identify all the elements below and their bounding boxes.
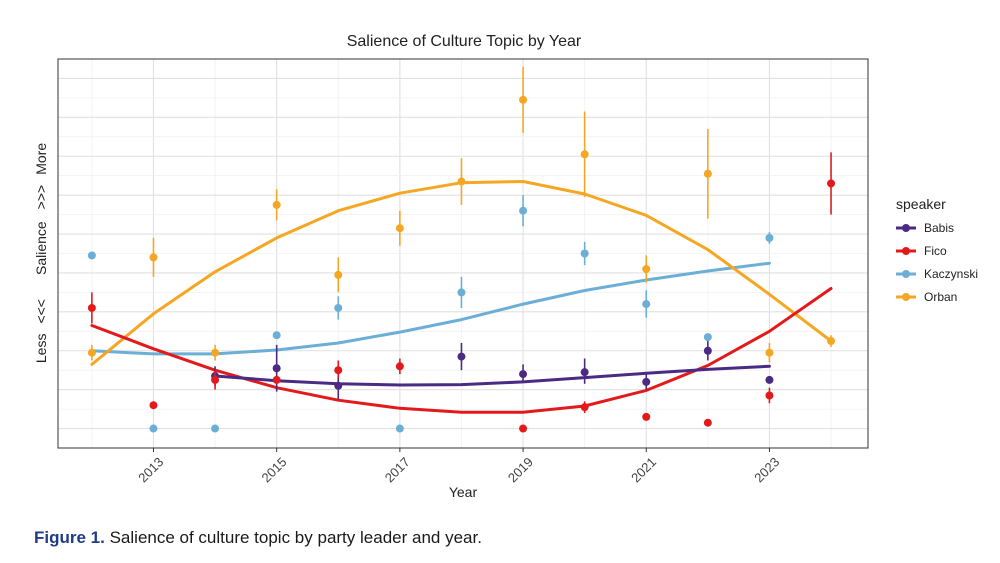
point-orban <box>87 348 96 357</box>
point-orban <box>395 224 404 233</box>
point-kaczynski <box>334 303 343 312</box>
legend-marker-kaczynski <box>902 270 910 278</box>
point-kaczynski <box>87 251 96 260</box>
point-fico <box>642 412 651 421</box>
point-orban <box>765 348 774 357</box>
point-fico <box>87 303 96 312</box>
y-label-less: Less <box>33 334 49 364</box>
point-kaczynski <box>457 288 466 297</box>
point-kaczynski <box>703 333 712 342</box>
point-fico <box>272 375 281 384</box>
legend-label-fico: Fico <box>924 244 947 258</box>
chart-title: Salience of Culture Topic by Year <box>347 33 582 50</box>
point-orban <box>334 270 343 279</box>
legend-marker-fico <box>902 247 910 255</box>
point-babis <box>642 377 651 386</box>
point-orban <box>211 348 220 357</box>
point-orban <box>272 200 281 209</box>
y-label-arrow-right: >>> <box>33 185 49 210</box>
y-label-arrow-left: <<< <box>33 299 49 324</box>
x-axis: 2013 2015 2017 2019 2021 2023 <box>135 448 782 485</box>
point-babis <box>703 346 712 355</box>
legend-marker-babis <box>902 224 910 232</box>
point-fico <box>211 375 220 384</box>
y-axis-label-text: Less <<< Salience >>> More <box>33 143 49 363</box>
legend-label-orban: Orban <box>924 290 957 304</box>
grid <box>58 59 868 448</box>
point-orban <box>827 337 836 346</box>
point-babis <box>272 364 281 373</box>
x-axis-label: Year <box>449 484 478 500</box>
legend-items: Babis Fico Kaczynski Orban <box>896 221 978 304</box>
point-kaczynski <box>272 331 281 340</box>
point-kaczynski <box>642 300 651 309</box>
point-orban <box>149 253 158 262</box>
point-fico <box>765 391 774 400</box>
x-tick-label: 2017 <box>382 454 413 485</box>
point-kaczynski <box>149 424 158 433</box>
y-label-more: More <box>33 143 49 175</box>
figure-caption: Figure 1. Salience of culture topic by p… <box>34 528 482 548</box>
x-tick-label: 2021 <box>628 454 659 485</box>
point-babis <box>334 381 343 390</box>
point-fico <box>703 418 712 427</box>
caption-text: Salience of culture topic by party leade… <box>109 528 482 547</box>
point-babis <box>580 368 589 377</box>
point-kaczynski <box>395 424 404 433</box>
point-kaczynski <box>580 249 589 258</box>
point-orban <box>519 95 528 104</box>
point-fico <box>827 179 836 188</box>
legend-marker-orban <box>902 293 910 301</box>
trend-line-kaczynski <box>90 261 771 356</box>
point-babis <box>519 370 528 379</box>
caption-label: Figure 1. <box>34 528 105 547</box>
plot-border <box>57 58 869 449</box>
y-axis-label: Less <<< Salience >>> More <box>33 143 49 363</box>
point-kaczynski <box>211 424 220 433</box>
point-orban <box>703 169 712 178</box>
point-orban <box>642 265 651 274</box>
x-tick-label: 2019 <box>505 454 536 485</box>
point-fico <box>580 403 589 412</box>
point-kaczynski <box>765 233 774 242</box>
point-fico <box>395 362 404 371</box>
x-tick-label: 2023 <box>751 454 782 485</box>
legend: speaker Babis Fico Kaczynski Orban <box>896 196 978 304</box>
point-orban <box>457 177 466 186</box>
point-babis <box>457 352 466 361</box>
y-label-salience: Salience <box>33 221 49 275</box>
legend-label-babis: Babis <box>924 221 954 235</box>
trend-line-babis <box>213 364 771 387</box>
x-tick-label: 2013 <box>135 454 166 485</box>
point-orban <box>580 150 589 159</box>
chart: Salience of Culture Topic by Year 2013 20… <box>33 33 978 500</box>
point-kaczynski <box>519 206 528 215</box>
legend-title: speaker <box>896 196 946 212</box>
point-fico <box>334 366 343 375</box>
legend-label-kaczynski: Kaczynski <box>924 267 978 281</box>
point-fico <box>149 401 158 410</box>
point-babis <box>765 375 774 384</box>
x-tick-label: 2015 <box>259 454 290 485</box>
data-points <box>87 66 836 433</box>
point-fico <box>519 424 528 433</box>
